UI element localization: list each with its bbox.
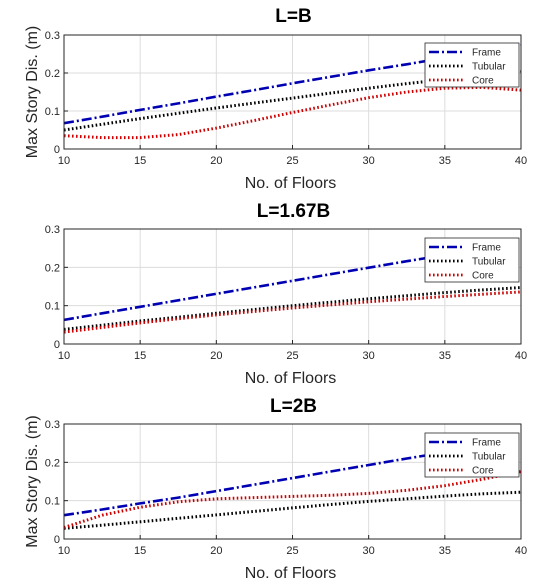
legend-label-frame: Frame — [472, 438, 501, 449]
x-tick-label: 35 — [439, 545, 451, 557]
chart-panel-1: 10 15 20 25 30 35 40 0 0.1 0.2 0.3 L=B No. of Floors… — [24, 6, 527, 192]
y-axis-label: Max Story Dis. (m) — [24, 26, 41, 158]
x-tick-label: 15 — [134, 155, 146, 167]
chart-title: L=1.67B — [257, 201, 330, 222]
y-tick-label: 0.2 — [45, 68, 60, 80]
y-tick-label: 0 — [54, 534, 60, 546]
x-tick-label: 15 — [134, 350, 146, 362]
legend: Frame Tubular Core — [424, 237, 520, 283]
x-tick-label: 20 — [210, 155, 222, 167]
x-tick-label: 30 — [363, 155, 375, 167]
x-tick-label: 25 — [286, 350, 298, 362]
legend: Frame Tubular Core — [424, 42, 520, 88]
y-tick-label: 0.3 — [45, 30, 60, 42]
x-tick-label: 20 — [210, 350, 222, 362]
series-line-tubular — [63, 286, 522, 331]
legend-label-core: Core — [472, 271, 494, 282]
x-tick-label: 30 — [363, 350, 375, 362]
y-tick-label: 0.1 — [45, 496, 60, 508]
axes-box — [63, 228, 522, 345]
legend-label-frame: Frame — [472, 243, 501, 254]
x-tick-label: 30 — [363, 545, 375, 557]
legend: Frame Tubular Core — [424, 432, 520, 478]
series-line-core — [63, 470, 522, 529]
series-line-core — [63, 85, 522, 140]
x-tick-label: 15 — [134, 545, 146, 557]
x-tick-label: 40 — [515, 155, 527, 167]
x-tick-label: 10 — [58, 155, 70, 167]
chart-panel-3: 10 15 20 25 30 35 40 0 0.1 0.2 0.3 L=2B No. of Floor… — [24, 396, 527, 582]
x-tick-label: 10 — [58, 350, 70, 362]
y-tick-label: 0.3 — [45, 224, 60, 236]
chart-panel-2: 10 15 20 25 30 35 40 0 0.1 0.2 0.3 L=1.67B No. of Fl… — [45, 201, 527, 387]
x-tick-label: 40 — [515, 350, 527, 362]
x-axis-label: No. of Floors — [245, 175, 337, 192]
axes-box — [63, 423, 522, 540]
series-line-core — [63, 290, 522, 334]
x-tick-label: 25 — [286, 545, 298, 557]
y-tick-label: 0.2 — [45, 457, 60, 469]
legend-label-tubular: Tubular — [472, 257, 506, 268]
chart-title: L=2B — [270, 396, 317, 417]
legend-box — [424, 42, 520, 88]
y-tick-label: 0.1 — [45, 301, 60, 313]
axes-box — [63, 34, 522, 150]
x-axis-label: No. of Floors — [245, 370, 337, 387]
y-tick-label: 0 — [54, 144, 60, 156]
legend-label-frame: Frame — [472, 48, 501, 59]
x-tick-label: 25 — [286, 155, 298, 167]
x-tick-label: 10 — [58, 545, 70, 557]
legend-label-core: Core — [472, 466, 494, 477]
y-axis-label: Max Story Dis. (m) — [24, 415, 41, 547]
legend-box — [424, 432, 520, 478]
x-tick-label: 35 — [439, 155, 451, 167]
x-tick-label: 20 — [210, 545, 222, 557]
x-tick-label: 40 — [515, 545, 527, 557]
y-tick-label: 0.1 — [45, 106, 60, 118]
legend-label-tubular: Tubular — [472, 452, 506, 463]
x-axis-label: No. of Floors — [245, 565, 337, 582]
y-tick-label: 0.3 — [45, 419, 60, 431]
legend-label-core: Core — [472, 76, 494, 87]
y-tick-label: 0.2 — [45, 262, 60, 274]
series-line-tubular — [63, 490, 522, 530]
chart-title: L=B — [275, 6, 311, 27]
x-tick-label: 35 — [439, 350, 451, 362]
legend-box — [424, 237, 520, 283]
y-tick-label: 0 — [54, 339, 60, 351]
legend-label-tubular: Tubular — [472, 62, 506, 73]
